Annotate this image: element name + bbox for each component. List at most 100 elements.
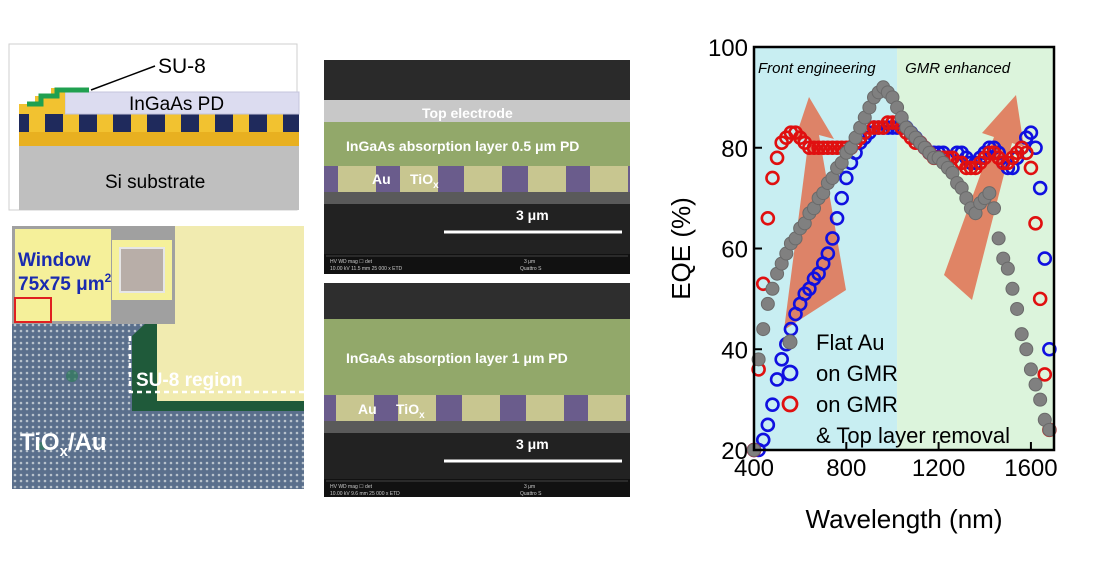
optical-micrograph: Window 75x75 μm2 SU-8 region TiOx/Au (12, 226, 304, 489)
y-axis-label: EQE (%) (666, 197, 696, 300)
sem-bottom-info-row2: 10.00 kV 9.6 mm 25 000 x ETD (330, 491, 400, 497)
data-point-gmr (825, 231, 840, 246)
data-point-gmr-removal (1019, 145, 1034, 161)
tiox-au-label: TiOx/Au (20, 429, 107, 460)
legend-marker-gmr-removal (781, 395, 799, 413)
eqe-chart-svg: 400 800 1200 1600 20 40 60 80 100 Front engineer… (666, 35, 1058, 534)
data-point-flat-au (982, 186, 997, 201)
data-point-gmr-removal (769, 150, 785, 166)
data-point-gmr (839, 170, 854, 186)
sem-top-info-scale: 3 μm (524, 259, 535, 265)
data-point-flat-au (1033, 392, 1048, 407)
data-point-flat-au (1005, 281, 1020, 296)
legend-marker-flat-au (782, 334, 798, 350)
data-point-flat-au (991, 231, 1006, 246)
data-point-flat-au (1028, 377, 1043, 392)
scale-label-bottom: 3 μm (516, 436, 549, 452)
au-label-bottom: Au (358, 401, 377, 417)
sem-image-top: Top electrode InGaAs absorption layer 0.… (324, 60, 630, 274)
sem-top-info-row2: 10.00 kV 11.5 mm 25 000 x ETD (330, 266, 403, 272)
data-point-gmr-removal (825, 140, 840, 156)
au-label-top: Au (372, 171, 391, 187)
tiox-label-bottom: TiOx (396, 401, 425, 421)
data-point-flat-au (765, 281, 780, 296)
sem-top-info-row1: HV WD mag ☐ det (330, 259, 373, 265)
si-substrate-label: Si substrate (105, 172, 205, 193)
data-point-gmr (820, 246, 836, 261)
top-electrode-layer (324, 100, 630, 122)
schematic-drawing: SU-8 InGaAs PD Si substrate (8, 43, 300, 211)
data-point-gmr (834, 190, 849, 206)
data-point-gmr-removal (760, 210, 776, 226)
ingaas-1um-label: InGaAs absorption layer 1 μm PD (346, 350, 568, 366)
y-tick-label: 20 (721, 438, 748, 465)
ingaas-layer-1um (324, 319, 630, 395)
data-point-gmr (1023, 125, 1039, 140)
su8-pad (157, 226, 304, 401)
data-point-gmr-removal (1037, 367, 1053, 382)
x-tick-label: 1200 (912, 455, 965, 482)
data-point-gmr-removal (880, 115, 896, 130)
chart-legend: Flat Au on GMR on GMR & Top layer removal (781, 330, 1010, 448)
su8-region-label: SU-8 region (136, 370, 243, 391)
tiox-label-top: TiOx (410, 171, 439, 191)
micrograph-image: Window 75x75 μm2 SU-8 region TiOx/Au (12, 226, 304, 489)
data-point-gmr (760, 417, 776, 433)
data-point-gmr-removal (959, 160, 974, 176)
x-tick-label: 400 (734, 455, 774, 482)
data-point-flat-au (1042, 422, 1057, 437)
data-point-flat-au (751, 352, 766, 367)
top-electrode-label: Top electrode (422, 105, 513, 121)
sem-bottom-info-model: Quattro S (520, 491, 542, 497)
su8-label: SU-8 (158, 55, 206, 78)
eqe-chart: 400 800 1200 1600 20 40 60 80 100 Front engineer… (650, 20, 1090, 550)
sem-image-bottom: InGaAs absorption layer 1 μm PD Au TiOx … (324, 283, 630, 497)
sem-bottom-info-row1: HV WD mag ☐ det (330, 484, 373, 490)
data-point-gmr-removal (815, 140, 831, 156)
inset-window-pad (15, 229, 111, 321)
sem-top-info-model: Quattro S (520, 266, 542, 272)
window-marker (14, 297, 52, 323)
data-point-gmr-removal (1023, 160, 1039, 176)
sem-bottom-drawing: InGaAs absorption layer 1 μm PD Au TiOx … (324, 283, 630, 497)
ingaas-layer-05um (324, 122, 630, 166)
data-point-gmr (755, 432, 771, 448)
data-point-gmr-removal (1032, 291, 1048, 307)
data-point-gmr (765, 397, 780, 412)
data-point-flat-au (756, 322, 771, 337)
data-point-flat-au (760, 296, 775, 311)
data-point-gmr (1042, 341, 1057, 357)
legend-marker-gmr (781, 364, 799, 382)
legend-label-gmr-removal: on GMR (816, 392, 898, 417)
su8-leader-line (90, 65, 156, 91)
window-label-line1: Window (18, 250, 91, 271)
x-tick-label: 1600 (1004, 455, 1057, 482)
y-tick-label: 40 (721, 337, 748, 364)
si-substrate-layer (19, 146, 299, 210)
legend-label-gmr: on GMR (816, 361, 898, 386)
data-point-flat-au (1010, 301, 1025, 316)
data-point-gmr (774, 352, 789, 367)
data-point-gmr (769, 372, 785, 387)
annotation-front-engineering: Front engineering (758, 60, 876, 77)
y-tick-label: 60 (721, 237, 748, 264)
data-point-flat-au (1019, 342, 1034, 357)
sem-bottom-info-scale: 3 μm (524, 484, 535, 490)
y-tick-label: 80 (721, 136, 748, 163)
x-axis-label: Wavelength (nm) (806, 504, 1003, 534)
scale-label-top: 3 μm (516, 207, 549, 223)
data-point-flat-au (1023, 362, 1038, 377)
legend-label-gmr-removal: & Top layer removal (816, 423, 1010, 448)
su8-region-boundary (128, 336, 304, 394)
data-point-gmr-removal (811, 140, 826, 156)
x-tick-label: 800 (826, 455, 866, 482)
data-point-gmr-removal (1028, 216, 1043, 231)
data-point-gmr-removal (765, 170, 780, 186)
annotation-gmr-enhanced: GMR enhanced (905, 60, 1011, 77)
data-point-gmr-removal (802, 140, 817, 156)
data-point-gmr (1037, 251, 1053, 266)
data-point-flat-au (1014, 327, 1029, 342)
series-flat-au (747, 80, 1057, 457)
y-tick-label: 100 (708, 35, 748, 62)
device-schematic: SU-8 InGaAs PD Si substrate (5, 40, 301, 212)
